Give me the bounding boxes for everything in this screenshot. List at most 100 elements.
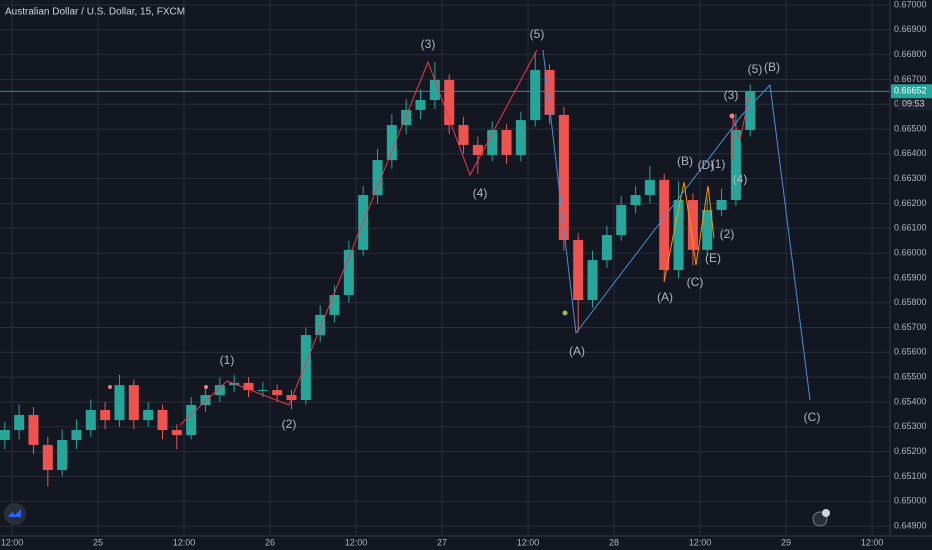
x-tick-label: 12:00 [1, 537, 24, 547]
wave-line [542, 49, 811, 401]
wave-label: (B) [764, 60, 780, 74]
candle-body [515, 120, 526, 156]
x-tick-label: 12:00 [345, 537, 368, 547]
candle-body [128, 385, 139, 421]
wave-line [663, 181, 715, 283]
wave-label: (C) [687, 275, 704, 289]
candle-body [487, 130, 498, 156]
y-tick-label: 0.66200 [894, 198, 927, 208]
wave-label: (1) [220, 353, 235, 367]
candle-body [630, 195, 641, 205]
candle-body [42, 444, 53, 470]
wave-label: (3) [724, 88, 739, 102]
candle-body [200, 395, 211, 405]
logo-mark[interactable] [8, 509, 21, 517]
wave-label: (5) [748, 62, 763, 76]
wave-label: (4) [473, 186, 488, 200]
signal-dot [729, 113, 735, 119]
y-tick-label: 0.66300 [894, 173, 927, 183]
y-tick-label: 0.66500 [894, 123, 927, 133]
y-tick-label: 0.64900 [894, 520, 927, 530]
x-tick-label: 12:00 [861, 537, 884, 547]
wave-label: (D) [698, 158, 715, 172]
candle-body [143, 409, 154, 421]
x-tick-label: 29 [781, 537, 791, 547]
candle-body [28, 414, 39, 445]
y-tick-label: 0.66400 [894, 148, 927, 158]
y-tick-label: 0.65200 [894, 446, 927, 456]
wave-label: (C) [804, 410, 821, 424]
candle-body [472, 144, 483, 156]
wave-label: (2) [282, 417, 297, 431]
candle-body [587, 260, 598, 301]
wave-label: (3) [421, 37, 436, 51]
wave-line [179, 49, 538, 426]
y-tick-label: 0.66800 [894, 49, 927, 59]
signal-dot [204, 385, 208, 389]
y-tick-label: 0.65400 [894, 396, 927, 406]
time-axis [0, 536, 932, 550]
candle-body [616, 204, 627, 235]
candle-body [659, 179, 670, 270]
candle-body [157, 409, 168, 431]
x-tick-label: 12:00 [173, 537, 196, 547]
candle-body [530, 69, 541, 121]
candle-body [444, 79, 455, 126]
candles [0, 52, 890, 487]
icon-badge[interactable] [822, 509, 830, 517]
y-tick-label: 0.66700 [894, 74, 927, 84]
candle-body [601, 234, 612, 261]
candle-body [415, 100, 426, 110]
candle-body [401, 109, 412, 126]
wave-label: (2) [720, 227, 735, 241]
candle-body [458, 125, 469, 145]
candle-body [171, 430, 182, 436]
candle-body [573, 239, 584, 301]
y-tick-label: 0.65100 [894, 471, 927, 481]
candle-body [702, 209, 713, 250]
candle-body [644, 179, 655, 196]
wave-label: (5) [530, 27, 545, 41]
y-tick-label: 0.65300 [894, 421, 927, 431]
y-tick-label: 0.65500 [894, 372, 927, 382]
wave-label: (B) [677, 154, 693, 168]
candle-body [14, 414, 25, 431]
candle-body [673, 200, 684, 270]
candle-body [329, 295, 340, 315]
y-tick-label: 0.66900 [894, 24, 927, 34]
candle-body [372, 160, 383, 196]
signal-dot [562, 310, 568, 316]
notification-icon[interactable] [812, 509, 830, 527]
x-tick-label: 27 [437, 537, 447, 547]
y-tick-label: 0.65900 [894, 272, 927, 282]
wave-label: (E) [705, 251, 721, 265]
wave-label: (A) [657, 290, 673, 304]
wave-label: (4) [733, 172, 748, 186]
logo[interactable] [4, 503, 26, 525]
candle-body [257, 390, 268, 392]
candle-body [343, 249, 354, 296]
candle-body [716, 200, 727, 210]
y-tick-label: 0.67000 [894, 0, 927, 9]
y-tick-label: 0.65800 [894, 297, 927, 307]
y-tick-label: 0.66000 [894, 247, 927, 257]
candle-body [186, 404, 197, 436]
candle-body [501, 130, 512, 156]
candle-body [272, 390, 283, 396]
candle-body [85, 409, 96, 431]
x-tick-label: 26 [265, 537, 275, 547]
x-tick-label: 12:00 [689, 537, 712, 547]
candle-body [544, 69, 555, 115]
candle-body [71, 430, 82, 440]
candle-body [730, 130, 741, 201]
candle-body [315, 314, 326, 335]
logo-circle[interactable] [4, 503, 26, 525]
candle-body [114, 385, 125, 421]
y-tick-label: 0.66100 [894, 223, 927, 233]
wave-line [732, 91, 751, 160]
candle-body [100, 409, 111, 421]
